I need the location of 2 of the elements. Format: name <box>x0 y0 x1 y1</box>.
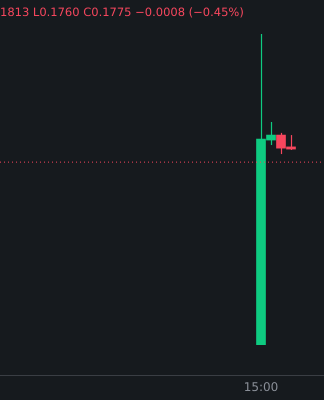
text: 1813 L0.1760 C0.1775 −0.0008 (−0.45%) <box>0 5 244 19</box>
text: 15:00 <box>244 380 278 394</box>
